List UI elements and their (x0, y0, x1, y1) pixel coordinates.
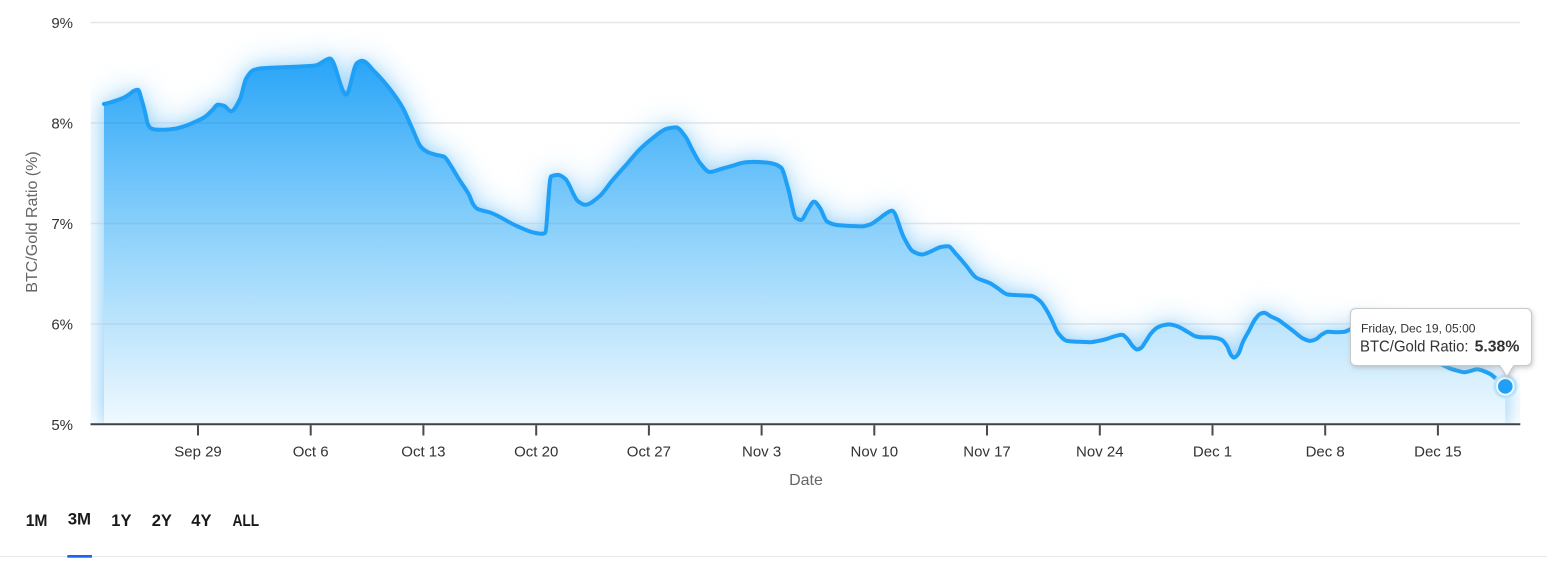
svg-text:2Y: 2Y (152, 511, 173, 530)
svg-text:Oct 27: Oct 27 (627, 444, 671, 461)
svg-text:4Y: 4Y (191, 511, 212, 530)
svg-text:1Y: 1Y (111, 511, 132, 530)
svg-text:Sep 29: Sep 29 (174, 444, 222, 461)
svg-text:Oct 6: Oct 6 (293, 444, 329, 461)
svg-text:7%: 7% (51, 216, 73, 233)
svg-text:Dec 1: Dec 1 (1193, 444, 1232, 461)
svg-text:Nov 10: Nov 10 (851, 444, 899, 461)
svg-text:Oct 13: Oct 13 (401, 444, 445, 461)
svg-text:5.38%: 5.38% (1475, 339, 1520, 356)
svg-text:Oct 20: Oct 20 (514, 444, 558, 461)
svg-text:Dec 15: Dec 15 (1414, 444, 1462, 461)
svg-text:1M: 1M (26, 511, 48, 530)
svg-text:BTC/Gold Ratio (%): BTC/Gold Ratio (%) (24, 151, 41, 292)
svg-text:9%: 9% (51, 15, 73, 32)
svg-text:Nov 24: Nov 24 (1076, 444, 1124, 461)
svg-text:6%: 6% (51, 316, 73, 333)
svg-text:Date: Date (789, 472, 823, 489)
svg-text:5%: 5% (51, 417, 73, 434)
svg-text:3M: 3M (68, 510, 91, 529)
svg-text:Nov 17: Nov 17 (963, 444, 1011, 461)
svg-text:ALL: ALL (233, 511, 260, 530)
svg-text:BTC/Gold Ratio:: BTC/Gold Ratio: (1360, 339, 1469, 356)
svg-text:Nov 3: Nov 3 (742, 444, 781, 461)
svg-text:8%: 8% (51, 115, 73, 132)
svg-text:Dec 8: Dec 8 (1306, 444, 1345, 461)
svg-text:Friday, Dec 19, 05:00: Friday, Dec 19, 05:00 (1361, 322, 1476, 336)
